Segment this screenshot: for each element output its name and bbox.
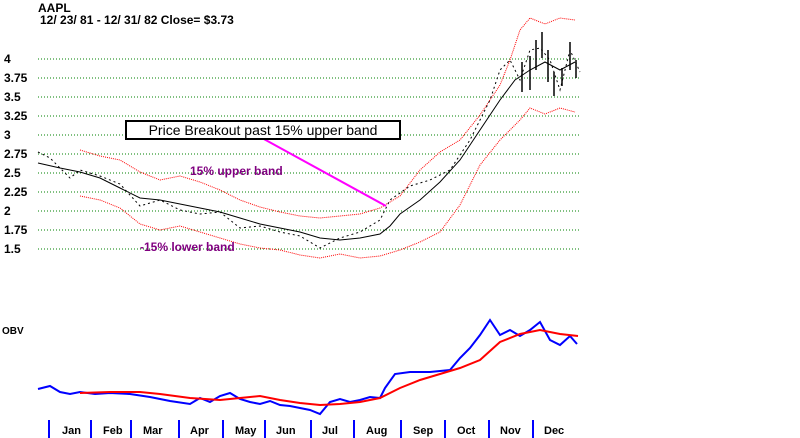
breakout-arrow [261, 137, 387, 207]
date-range-label: 12/ 23/ 81 - 12/ 31/ 82 Close= $3.73 [40, 13, 234, 27]
y-tick-label: 2.75 [4, 147, 28, 161]
month-tick [310, 420, 312, 438]
breakout-annotation: Price Breakout past 15% upper band [125, 120, 401, 140]
lower-band-line [79, 107, 576, 259]
obv-label: OBV [2, 326, 24, 337]
month-tick [532, 420, 534, 438]
month-label: May [235, 425, 257, 437]
month-tick [90, 420, 92, 438]
price-bars [521, 32, 577, 96]
month-label: Dec [544, 425, 565, 437]
month-tick [48, 420, 50, 438]
month-label: Apr [190, 425, 209, 437]
month-label: Jun [276, 425, 296, 437]
month-tick [264, 420, 266, 438]
y-tick-label: 2 [4, 204, 11, 218]
y-tick-label: 2.5 [4, 166, 21, 180]
obv-line [37, 318, 578, 416]
month-label: Sep [413, 425, 434, 437]
ticker-label: AAPL [38, 1, 71, 15]
y-tick-label: 3.25 [4, 109, 28, 123]
month-label: Aug [366, 425, 388, 437]
month-label: Jul [322, 425, 338, 437]
price-series [37, 47, 581, 249]
month-label: Feb [103, 425, 123, 437]
y-tick-label: 3 [4, 128, 11, 142]
month-label: Mar [143, 425, 163, 437]
month-tick [488, 420, 490, 438]
month-tick [353, 420, 355, 438]
lower-band-label: -15% lower band [140, 240, 235, 254]
y-tick-label: 4 [4, 52, 11, 66]
upper-band-line [79, 17, 576, 219]
month-tick [444, 420, 446, 438]
moving-average-line [37, 61, 576, 241]
y-tick-label: 1.5 [4, 242, 21, 256]
price-grid [38, 58, 580, 250]
obv-ma-line [79, 328, 579, 407]
month-tick [130, 420, 132, 438]
month-label: Nov [500, 425, 521, 437]
y-tick-label: 1.75 [4, 223, 28, 237]
month-tick [222, 420, 224, 438]
y-tick-label: 3.5 [4, 90, 21, 104]
upper-band-label: 15% upper band [190, 164, 283, 178]
month-label: Oct [457, 425, 476, 437]
y-tick-label: 2.25 [4, 185, 28, 199]
month-label: Jan [62, 425, 81, 437]
month-tick [178, 420, 180, 438]
month-tick [400, 420, 402, 438]
y-tick-label: 3.75 [4, 71, 28, 85]
